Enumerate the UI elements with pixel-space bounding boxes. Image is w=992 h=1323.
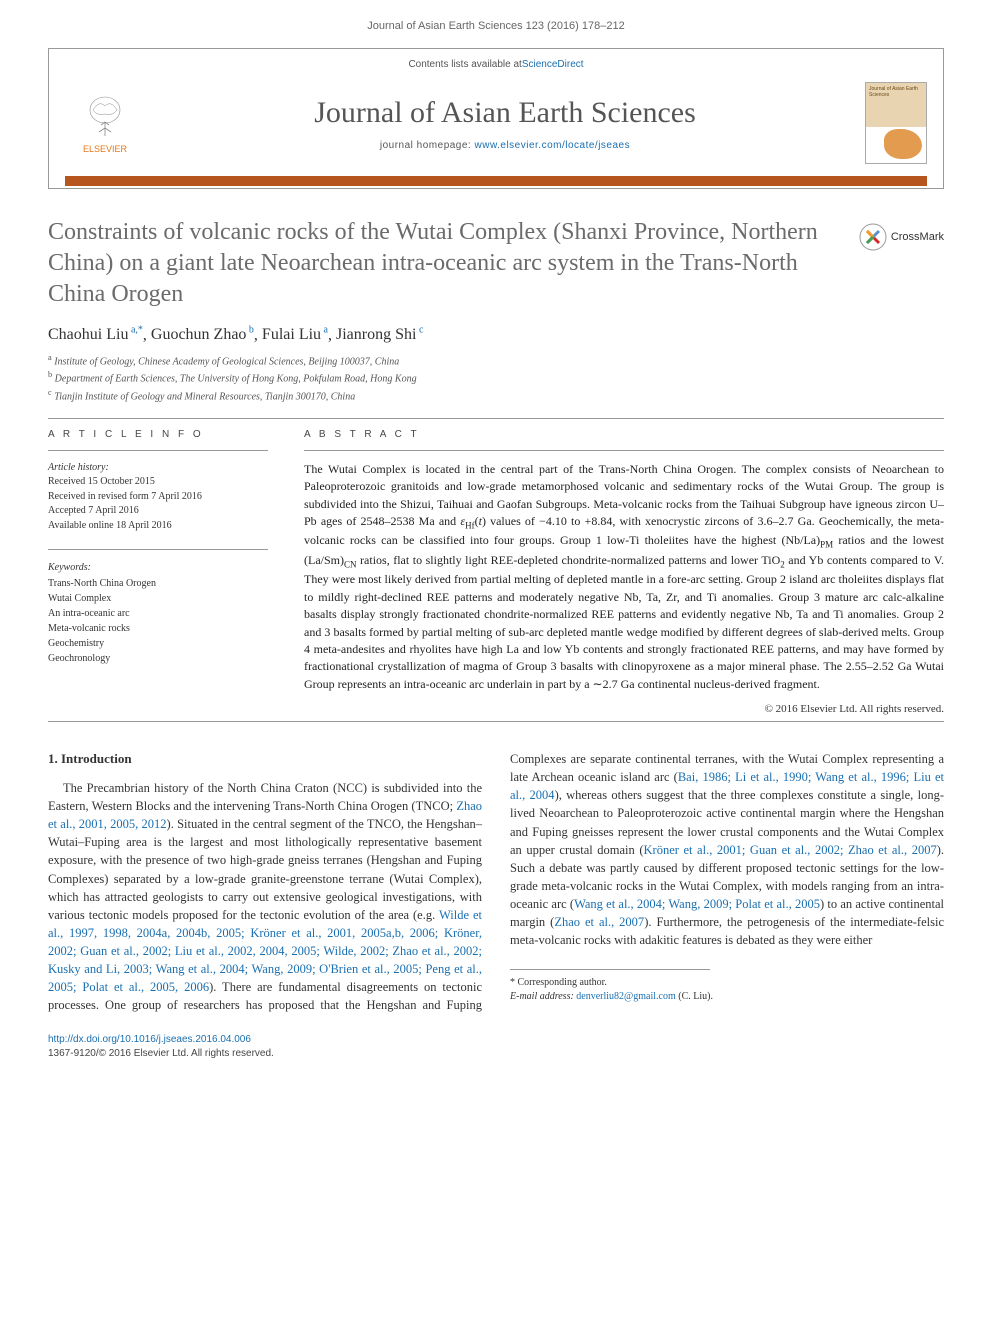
abstract-text: The Wutai Complex is located in the cent…	[304, 461, 944, 693]
info-divider-2	[48, 549, 268, 550]
ref-link-6[interactable]: Zhao et al., 2007	[554, 915, 644, 929]
history-revised: Received in revised form 7 April 2016	[48, 491, 202, 502]
abstract-column: A B S T R A C T The Wutai Complex is loc…	[304, 429, 944, 715]
sciencedirect-link[interactable]: ScienceDirect	[522, 59, 584, 70]
journal-cover-thumbnail[interactable]: Journal of Asian Earth Sciences	[865, 82, 927, 164]
cover-thumb-map-icon	[884, 129, 922, 159]
author-3: Fulai Liu a	[262, 326, 328, 343]
keyword-2: Wutai Complex	[48, 591, 268, 606]
crossmark-badge[interactable]: CrossMark	[859, 223, 944, 251]
cover-thumb-title: Journal of Asian Earth Sciences	[869, 87, 923, 98]
elsevier-label: ELSEVIER	[65, 144, 145, 154]
keywords-label: Keywords:	[48, 560, 268, 575]
keyword-1: Trans-North China Orogen	[48, 576, 268, 591]
abstract-divider	[304, 450, 944, 451]
doi-link[interactable]: http://dx.doi.org/10.1016/j.jseaes.2016.…	[48, 1034, 251, 1045]
abstract-label: A B S T R A C T	[304, 429, 944, 440]
email-label: E-mail address:	[510, 991, 576, 1002]
keyword-6: Geochronology	[48, 651, 268, 666]
meta-row: A R T I C L E I N F O Article history: R…	[48, 429, 944, 715]
contents-available: Contents lists available at ScienceDirec…	[49, 49, 943, 74]
author-1: Chaohui Liu a,*	[48, 326, 143, 343]
journal-homepage: journal homepage: www.elsevier.com/locat…	[145, 140, 865, 151]
keyword-5: Geochemistry	[48, 636, 268, 651]
affiliation-c: c Tianjin Institute of Geology and Miner…	[48, 387, 944, 404]
introduction-section: 1. Introduction The Precambrian history …	[48, 750, 944, 1014]
contents-label: Contents lists available at	[408, 59, 521, 70]
crossmark-icon	[859, 223, 887, 251]
author-4: Jianrong Shi c	[336, 326, 423, 343]
footnote-separator	[510, 969, 710, 970]
body-two-column: 1. Introduction The Precambrian history …	[48, 750, 944, 1014]
ref-link-5[interactable]: Wang et al., 2004; Wang, 2009; Polat et …	[574, 897, 820, 911]
divider-bottom	[48, 721, 944, 722]
running-head: Journal of Asian Earth Sciences 123 (201…	[48, 20, 944, 32]
keyword-3: An intra-oceanic arc	[48, 606, 268, 621]
affiliations: a Institute of Geology, Chinese Academy …	[48, 352, 944, 404]
affiliation-a: a Institute of Geology, Chinese Academy …	[48, 352, 944, 369]
elsevier-tree-icon	[81, 92, 129, 140]
article-info-label: A R T I C L E I N F O	[48, 429, 268, 440]
corresponding-author-note: * Corresponding author.	[510, 976, 944, 990]
issn-line: 1367-9120/© 2016 Elsevier Ltd. All right…	[48, 1048, 274, 1059]
history-online: Available online 18 April 2016	[48, 520, 172, 531]
author-2: Guochun Zhao b	[151, 326, 254, 343]
homepage-label: journal homepage:	[380, 140, 475, 151]
journal-title: Journal of Asian Earth Sciences	[145, 96, 865, 130]
info-divider-1	[48, 450, 268, 451]
authors-line: Chaohui Liu a,*, Guochun Zhao b, Fulai L…	[48, 325, 944, 344]
header-orange-rule	[65, 176, 927, 186]
history-accepted: Accepted 7 April 2016	[48, 505, 139, 516]
affiliation-b: b Department of Earth Sciences, The Univ…	[48, 369, 944, 386]
email-line: E-mail address: denverliu82@gmail.com (C…	[510, 990, 944, 1004]
intro-heading: 1. Introduction	[48, 750, 482, 769]
homepage-link[interactable]: www.elsevier.com/locate/jseaes	[475, 140, 631, 151]
keyword-4: Meta-volcanic rocks	[48, 621, 268, 636]
email-link[interactable]: denverliu82@gmail.com	[576, 991, 675, 1002]
article-title: Constraints of volcanic rocks of the Wut…	[48, 217, 944, 311]
doi-footer: http://dx.doi.org/10.1016/j.jseaes.2016.…	[48, 1033, 944, 1061]
crossmark-label: CrossMark	[891, 230, 944, 244]
abstract-copyright: © 2016 Elsevier Ltd. All rights reserved…	[304, 703, 944, 715]
ref-link-4[interactable]: Kröner et al., 2001; Guan et al., 2002; …	[644, 843, 937, 857]
journal-header-box: Contents lists available at ScienceDirec…	[48, 48, 944, 189]
divider-top	[48, 418, 944, 419]
history-received: Received 15 October 2015	[48, 476, 155, 487]
elsevier-logo[interactable]: ELSEVIER	[65, 92, 145, 154]
email-author-name: (C. Liu).	[678, 991, 713, 1002]
history-label: Article history:	[48, 462, 109, 473]
article-info-column: A R T I C L E I N F O Article history: R…	[48, 429, 268, 715]
footnotes: * Corresponding author. E-mail address: …	[510, 976, 944, 1004]
article-title-text: Constraints of volcanic rocks of the Wut…	[48, 219, 818, 307]
intro-paragraph: The Precambrian history of the North Chi…	[48, 750, 944, 1014]
keywords-block: Keywords: Trans-North China Orogen Wutai…	[48, 560, 268, 666]
article-history: Article history: Received 15 October 201…	[48, 461, 268, 534]
